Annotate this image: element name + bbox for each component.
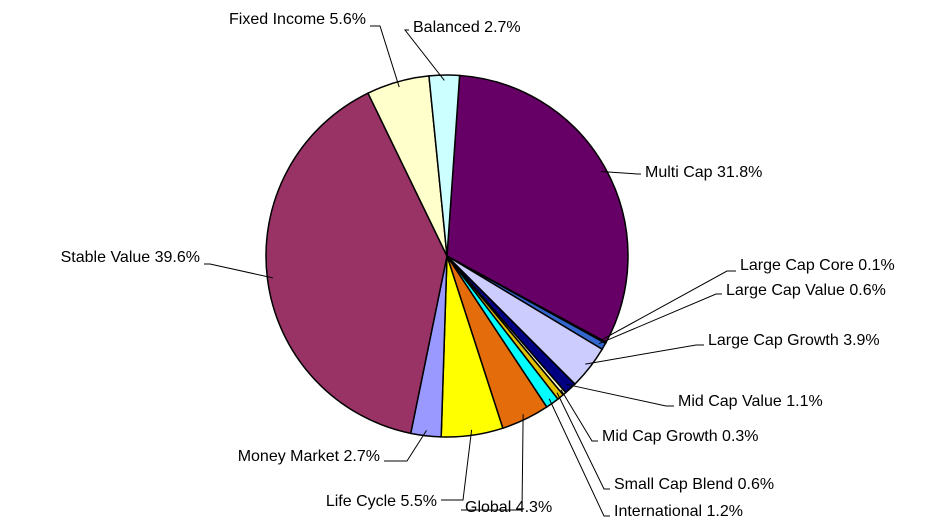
label-value: 0.6%	[849, 282, 885, 299]
leader-line	[585, 344, 704, 365]
label-category: Mid Cap Value	[678, 393, 782, 410]
label-category: Large Cap Value	[726, 282, 845, 299]
data-label: Money Market 2.7%	[238, 448, 380, 465]
leader-line	[204, 263, 273, 279]
leader-line	[598, 293, 722, 345]
label-value: 5.5%	[401, 493, 437, 510]
label-value: 2.7%	[484, 19, 520, 36]
label-category: Money Market	[238, 448, 340, 465]
leader-line	[600, 270, 736, 341]
label-value: 3.9%	[843, 332, 879, 349]
leader-line	[441, 429, 473, 501]
label-category: Mid Cap Growth	[602, 428, 718, 445]
label-category: Balanced	[413, 19, 480, 36]
label-category: Multi Cap	[645, 164, 713, 181]
data-label: Global 4.3%	[465, 499, 552, 516]
label-category: Large Cap Core	[740, 257, 854, 274]
data-label: Fixed Income 5.6%	[229, 11, 366, 28]
label-value: 39.6%	[155, 249, 200, 266]
data-label: International 1.2%	[614, 503, 743, 520]
data-label: Stable Value 39.6%	[61, 249, 200, 266]
pie-slice	[428, 74, 461, 257]
label-value: 2.7%	[344, 448, 380, 465]
label-value: 1.1%	[786, 393, 822, 410]
label-value: 1.2%	[707, 503, 743, 520]
leader-line	[461, 414, 524, 511]
data-label: Mid Cap Value 1.1%	[678, 393, 823, 410]
label-value: 5.6%	[330, 11, 366, 28]
data-label: Multi Cap 31.8%	[645, 164, 762, 181]
data-label: Large Cap Core 0.1%	[740, 257, 895, 274]
label-category: Global	[465, 499, 511, 516]
label-category: Stable Value	[61, 249, 151, 266]
label-value: 4.3%	[516, 499, 552, 516]
leader-line	[403, 29, 445, 81]
leader-line	[556, 392, 610, 490]
data-label: Large Cap Value 0.6%	[726, 282, 886, 299]
leader-line	[566, 383, 674, 407]
label-category: Life Cycle	[326, 493, 396, 510]
label-category: Fixed Income	[229, 11, 325, 28]
leader-line	[370, 25, 400, 88]
label-category: Small Cap Blend	[614, 476, 733, 493]
label-value: 0.6%	[738, 476, 774, 493]
label-value: 31.8%	[717, 164, 762, 181]
data-label: Balanced 2.7%	[413, 19, 521, 36]
leader-line	[600, 171, 641, 175]
leader-line	[548, 398, 610, 517]
pie-slice	[265, 92, 448, 435]
data-label: Life Cycle 5.5%	[326, 493, 437, 510]
label-value: 0.3%	[722, 428, 758, 445]
data-label: Small Cap Blend 0.6%	[614, 476, 774, 493]
data-label: Large Cap Growth 3.9%	[708, 332, 880, 349]
leader-line	[384, 430, 427, 462]
leader-line	[560, 389, 598, 442]
label-category: Large Cap Growth	[708, 332, 839, 349]
label-value: 0.1%	[858, 257, 894, 274]
pie-slice	[446, 74, 629, 344]
label-category: International	[614, 503, 702, 520]
data-label: Mid Cap Growth 0.3%	[602, 428, 759, 445]
